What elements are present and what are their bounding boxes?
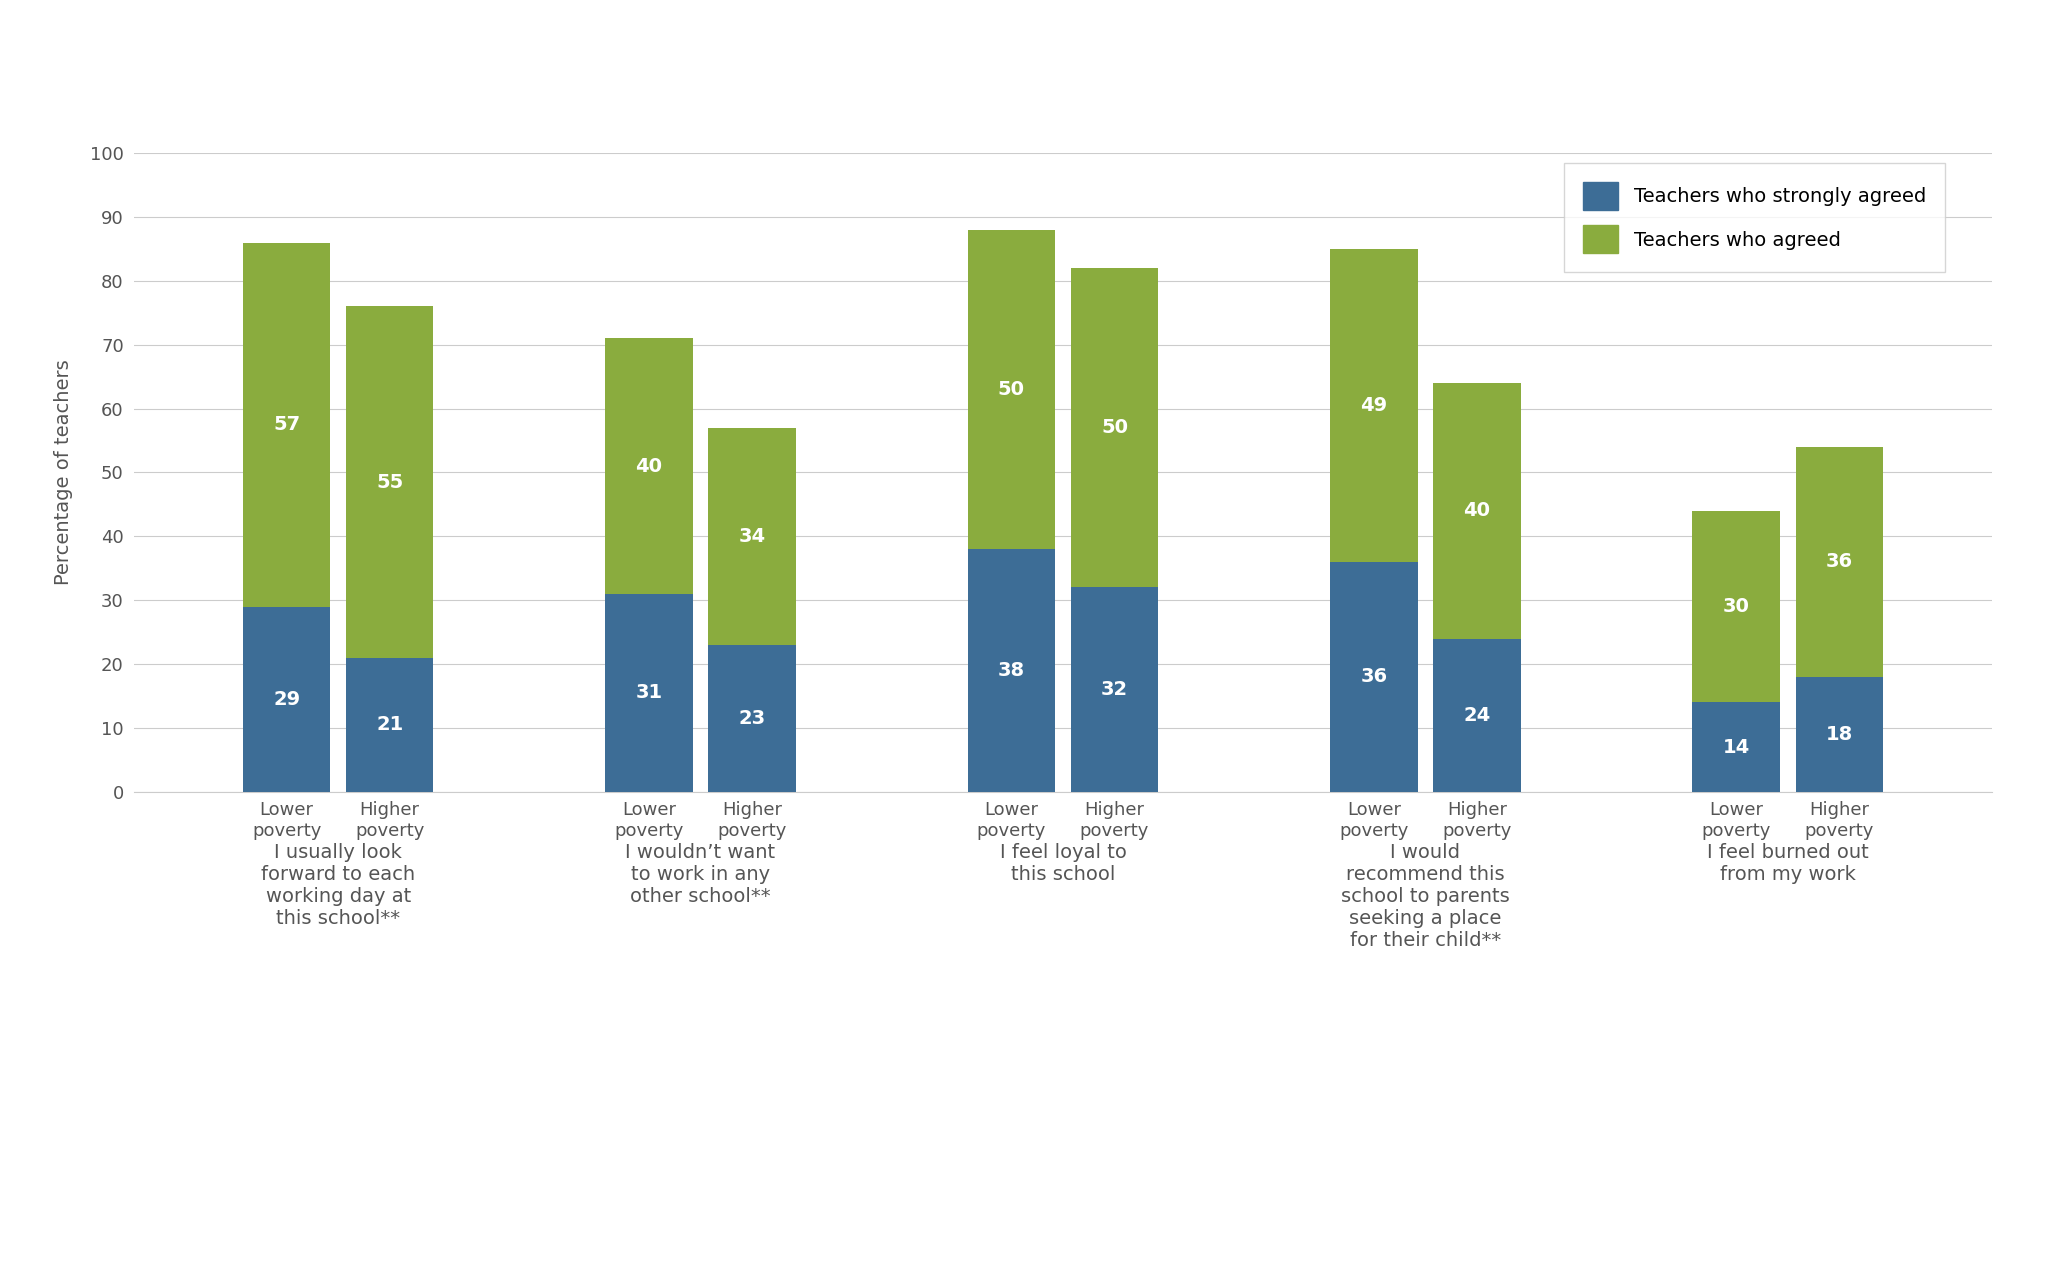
Text: 29: 29 (273, 690, 300, 709)
Text: 23: 23 (739, 709, 766, 728)
Bar (345, 306, 433, 658)
Bar (1331, 249, 1417, 562)
Bar (1434, 638, 1520, 792)
Text: 49: 49 (1360, 396, 1386, 415)
Text: I usually look
forward to each
working day at
this school**: I usually look forward to each working d… (261, 843, 415, 928)
Text: 34: 34 (739, 527, 766, 545)
Text: 38: 38 (998, 661, 1025, 679)
Bar (345, 658, 433, 792)
Bar (606, 338, 692, 594)
Text: 40: 40 (635, 457, 663, 475)
Text: I feel burned out
from my work: I feel burned out from my work (1707, 843, 1869, 884)
Bar (709, 428, 795, 645)
Text: 36: 36 (1360, 668, 1386, 686)
Text: 21: 21 (376, 715, 403, 734)
Bar (1692, 702, 1781, 792)
Bar (967, 549, 1056, 792)
Bar (967, 230, 1056, 549)
Text: 32: 32 (1101, 681, 1128, 699)
Bar (1070, 268, 1158, 587)
Text: 50: 50 (998, 381, 1025, 398)
Bar (1434, 383, 1520, 638)
Text: 30: 30 (1723, 598, 1750, 616)
Text: 57: 57 (273, 415, 300, 434)
Text: 14: 14 (1723, 738, 1750, 756)
Bar (242, 243, 331, 607)
Text: 40: 40 (1462, 502, 1491, 520)
Bar (1795, 447, 1884, 677)
Text: I wouldn’t want
to work in any
other school**: I wouldn’t want to work in any other sch… (626, 843, 776, 905)
Text: 50: 50 (1101, 419, 1128, 437)
Text: 31: 31 (635, 683, 663, 702)
Bar (606, 594, 692, 792)
Text: 18: 18 (1826, 725, 1853, 743)
Bar (1795, 677, 1884, 792)
Text: I would
recommend this
school to parents
seeking a place
for their child**: I would recommend this school to parents… (1341, 843, 1510, 950)
Text: 55: 55 (376, 472, 403, 492)
Text: 36: 36 (1826, 553, 1853, 571)
Bar (1331, 562, 1417, 792)
Y-axis label: Percentage of teachers: Percentage of teachers (53, 360, 74, 585)
Text: I feel loyal to
this school: I feel loyal to this school (1000, 843, 1126, 884)
Bar (242, 607, 331, 792)
Bar (1692, 511, 1781, 702)
Text: 24: 24 (1462, 706, 1491, 724)
Legend: Teachers who strongly agreed, Teachers who agreed: Teachers who strongly agreed, Teachers w… (1563, 163, 1945, 272)
Bar (709, 645, 795, 792)
Bar (1070, 587, 1158, 792)
